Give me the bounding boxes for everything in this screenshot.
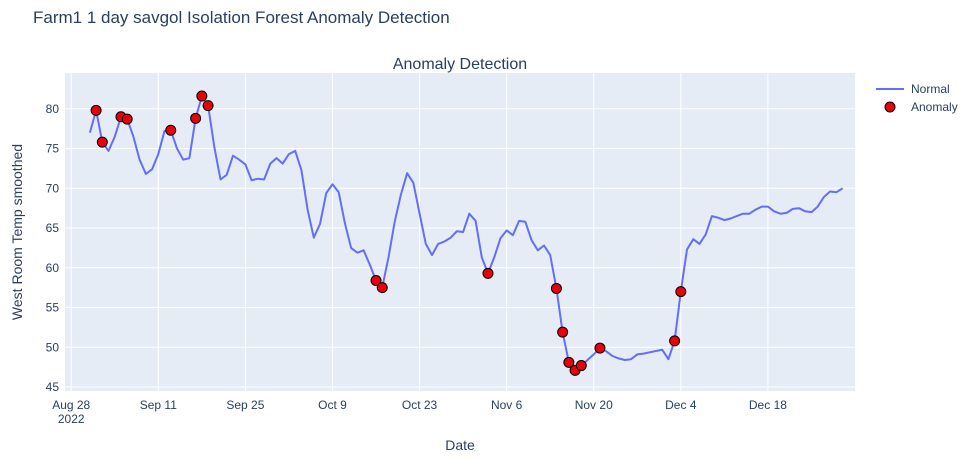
x-tick-label: Sep 11 bbox=[140, 398, 177, 412]
x-tick-sublabel: 2022 bbox=[58, 412, 85, 426]
anomaly-point bbox=[96, 136, 108, 148]
y-tick-label: 55 bbox=[46, 301, 60, 315]
x-tick-label: Aug 28 bbox=[52, 398, 90, 412]
x-tick-label: Sep 25 bbox=[226, 398, 264, 412]
x-tick-label: Oct 9 bbox=[318, 398, 347, 412]
y-tick-label: 75 bbox=[46, 142, 60, 156]
y-gridlines bbox=[65, 108, 855, 388]
anomaly-point bbox=[196, 90, 208, 102]
anomaly-point bbox=[563, 356, 575, 368]
anomaly-point bbox=[370, 274, 382, 286]
anomaly-point bbox=[675, 286, 687, 298]
y-tick-labels: 45 50 55 60 65 70 75 80 bbox=[46, 102, 60, 394]
x-tick-label: Nov 6 bbox=[491, 398, 523, 412]
legend-anomaly-marker bbox=[884, 101, 896, 113]
anomaly-point bbox=[669, 335, 681, 347]
x-axis-title: Date bbox=[445, 437, 475, 453]
page-title: Farm1 1 day savgol Isolation Forest Anom… bbox=[33, 8, 450, 27]
anomaly-series bbox=[90, 90, 687, 376]
y-tick-label: 45 bbox=[46, 380, 60, 394]
anomaly-point bbox=[202, 100, 214, 112]
y-tick-label: 65 bbox=[46, 221, 60, 235]
x-tick-label: Oct 23 bbox=[402, 398, 438, 412]
anomaly-point bbox=[594, 342, 606, 354]
legend-anomaly-label: Anomaly bbox=[911, 100, 958, 114]
y-tick-label: 70 bbox=[46, 181, 60, 195]
anomaly-point bbox=[557, 326, 569, 338]
anomaly-point bbox=[575, 360, 587, 372]
x-tick-label: Dec 4 bbox=[665, 398, 697, 412]
legend-item-normal[interactable]: Normal bbox=[876, 82, 950, 96]
anomaly-point bbox=[482, 267, 494, 279]
legend-item-anomaly[interactable]: Anomaly bbox=[884, 100, 958, 114]
anomaly-point bbox=[121, 113, 133, 125]
anomaly-point bbox=[376, 282, 388, 294]
y-tick-label: 60 bbox=[46, 261, 60, 275]
anomaly-point bbox=[550, 282, 562, 294]
x-tick-label: Dec 18 bbox=[749, 398, 787, 412]
y-tick-label: 80 bbox=[46, 102, 60, 116]
anomaly-point bbox=[165, 124, 177, 136]
normal-series-line bbox=[88, 95, 844, 372]
chart-title: Anomaly Detection bbox=[393, 56, 527, 73]
y-tick-label: 50 bbox=[46, 340, 60, 354]
x-tick-label: Nov 20 bbox=[575, 398, 613, 412]
anomaly-point bbox=[190, 112, 202, 124]
normal-series bbox=[88, 95, 844, 372]
anomaly-point bbox=[90, 104, 102, 116]
legend-normal-label: Normal bbox=[911, 82, 950, 96]
legend[interactable]: Normal Anomaly bbox=[876, 82, 958, 114]
y-axis-title: West Room Temp smoothed bbox=[9, 144, 25, 320]
